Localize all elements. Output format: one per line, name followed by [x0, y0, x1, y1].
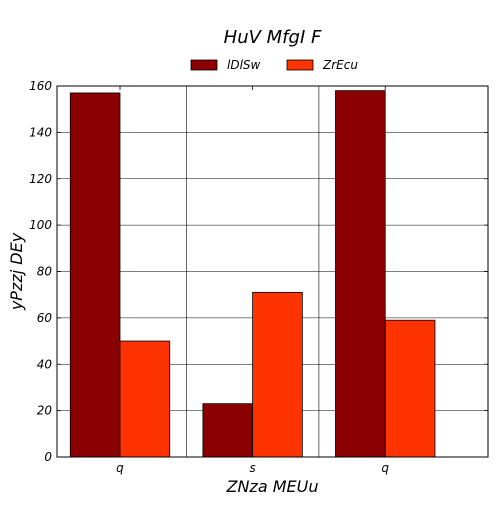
legend: lDlSw ZrEcu [190, 58, 358, 72]
y-tick-label: 60 [37, 311, 53, 325]
bar-ZrEcu-2 [384, 319, 436, 458]
legend-swatch-ZrEcu [286, 59, 314, 71]
bar-lDlSw-2 [335, 90, 386, 458]
bars [69, 90, 436, 458]
bar-ZrEcu-1 [252, 291, 303, 458]
chart-title: HuV MfgI F [224, 27, 322, 48]
y-axis-ticks: 0 20 40 60 80 100 120 140 160 [29, 79, 488, 464]
x-tick-label: q [116, 461, 124, 475]
y-tick-label: 120 [29, 172, 52, 186]
y-axis-title: yPzzj DEy [7, 232, 26, 311]
y-tick-label: 20 [37, 404, 53, 418]
x-tick-label: q [381, 461, 389, 475]
y-tick-label: 100 [29, 218, 52, 232]
x-tick-label: s [249, 461, 255, 475]
legend-label: lDlSw [227, 58, 261, 72]
y-tick-label: 0 [44, 450, 52, 464]
legend-swatch-lDlSw [190, 59, 218, 71]
legend-label: ZrEcu [322, 58, 358, 72]
y-tick-label: 80 [37, 265, 53, 279]
x-axis-title: ZNza MEUu [226, 477, 319, 496]
bar-lDlSw-0 [69, 92, 121, 458]
bar-ZrEcu-0 [119, 340, 171, 458]
y-tick-label: 40 [37, 357, 53, 371]
bar-lDlSw-1 [202, 403, 254, 458]
y-tick-label: 160 [29, 79, 52, 93]
y-tick-label: 140 [29, 125, 52, 139]
